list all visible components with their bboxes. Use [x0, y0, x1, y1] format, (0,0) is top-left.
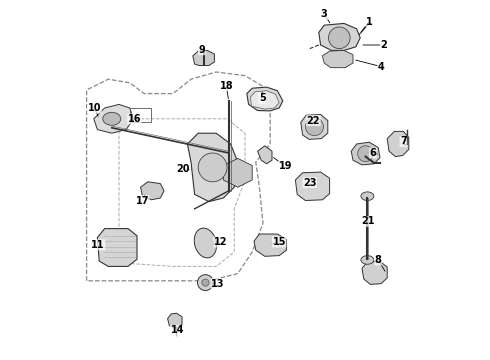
- Text: 19: 19: [279, 161, 292, 171]
- Text: 5: 5: [259, 93, 266, 103]
- Text: 22: 22: [307, 116, 320, 126]
- Polygon shape: [141, 182, 164, 200]
- Text: 3: 3: [321, 9, 328, 19]
- Text: 6: 6: [369, 148, 376, 158]
- Polygon shape: [193, 50, 215, 66]
- Text: 14: 14: [171, 325, 184, 336]
- Text: 20: 20: [176, 164, 190, 174]
- Polygon shape: [351, 142, 380, 165]
- Text: 23: 23: [303, 177, 317, 188]
- Text: 16: 16: [128, 114, 141, 124]
- Ellipse shape: [198, 153, 227, 182]
- Polygon shape: [187, 133, 238, 202]
- Ellipse shape: [358, 146, 373, 162]
- Ellipse shape: [194, 228, 217, 258]
- Polygon shape: [168, 313, 182, 328]
- Polygon shape: [387, 131, 409, 157]
- Polygon shape: [295, 172, 330, 201]
- Text: 12: 12: [214, 237, 227, 247]
- Text: 10: 10: [88, 103, 101, 113]
- Ellipse shape: [328, 27, 350, 49]
- Ellipse shape: [361, 256, 374, 264]
- Text: 13: 13: [211, 279, 225, 289]
- Polygon shape: [301, 114, 328, 139]
- Polygon shape: [98, 229, 137, 266]
- Ellipse shape: [103, 112, 121, 125]
- Polygon shape: [254, 234, 286, 256]
- Ellipse shape: [305, 118, 323, 136]
- Text: 7: 7: [400, 136, 407, 147]
- Ellipse shape: [361, 192, 374, 201]
- Polygon shape: [94, 104, 133, 133]
- Polygon shape: [258, 146, 272, 164]
- Ellipse shape: [202, 279, 209, 286]
- Polygon shape: [322, 50, 353, 68]
- Ellipse shape: [197, 275, 213, 291]
- Polygon shape: [223, 158, 252, 187]
- Text: 9: 9: [198, 45, 205, 55]
- Polygon shape: [250, 91, 279, 109]
- Text: 4: 4: [378, 62, 385, 72]
- Text: 15: 15: [272, 237, 286, 247]
- Text: 1: 1: [366, 17, 372, 27]
- Text: 11: 11: [91, 240, 105, 250]
- Text: 2: 2: [380, 40, 387, 50]
- Text: 18: 18: [220, 81, 233, 91]
- Text: 17: 17: [136, 195, 149, 206]
- Polygon shape: [247, 87, 283, 111]
- Text: 21: 21: [361, 216, 375, 226]
- Text: 8: 8: [375, 255, 382, 265]
- Polygon shape: [319, 23, 360, 50]
- Polygon shape: [362, 261, 387, 284]
